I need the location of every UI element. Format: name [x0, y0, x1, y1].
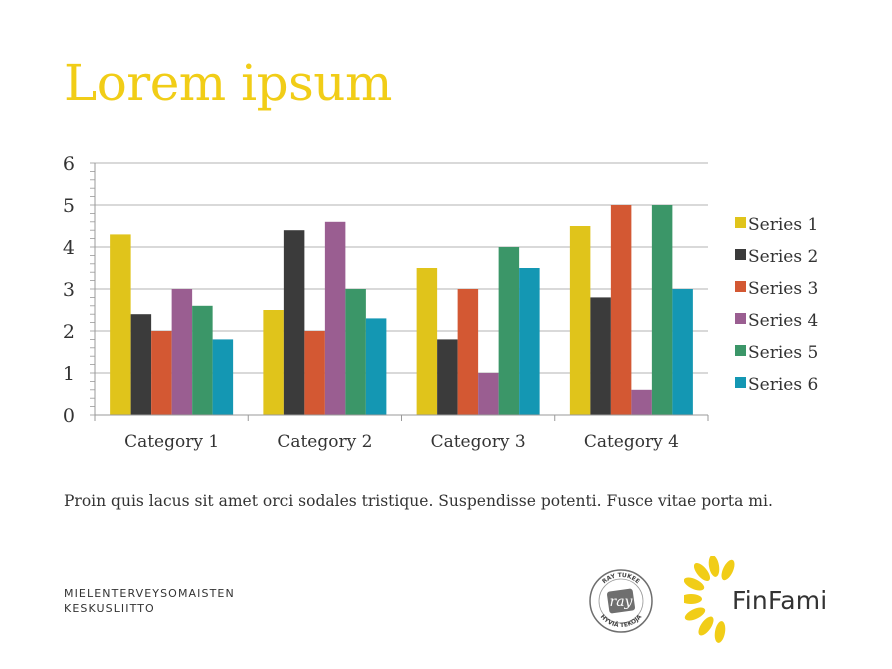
bar-series-6-category-1: [212, 339, 234, 415]
bar-series-3-category-3: [457, 289, 479, 415]
y-tick-label: 6: [63, 153, 75, 175]
y-tick-label: 3: [63, 279, 75, 301]
bar-series-4-category-1: [171, 289, 193, 415]
legend-label: Series 4: [748, 311, 818, 331]
legend-label: Series 2: [748, 247, 818, 267]
bar-chart: 0 1 2 3 4 5 6 Category 1 Category 2 Category 3 Cat…: [63, 153, 818, 452]
org-name-line-2: KESKUSLIITTO: [64, 602, 155, 615]
bar-series-3-category-1: [151, 331, 172, 415]
bar-series-4-category-3: [478, 373, 499, 415]
body-text: Proin quis lacus sit amet orci sodales t…: [64, 492, 773, 510]
legend-swatch: [735, 281, 746, 292]
bar-series-2-category-1: [130, 314, 152, 415]
x-category-label: Category 3: [431, 432, 526, 452]
x-category-label: Category 1: [124, 432, 219, 452]
bar-series-4-category-2: [324, 221, 346, 415]
legend-label: Series 6: [748, 375, 818, 395]
bar-series-4-category-4: [631, 389, 652, 415]
legend-swatch: [735, 249, 746, 260]
organization-name: MIELENTERVEYSOMAISTEN KESKUSLIITTO: [64, 586, 235, 616]
bar-series-1-category-3: [416, 268, 438, 415]
bar-series-5-category-1: [192, 305, 213, 415]
bar-series-3-category-2: [304, 331, 325, 415]
bar-series-6-category-2: [365, 318, 387, 415]
ray-logo-center-text: ray: [610, 594, 634, 610]
bar-series-5-category-3: [498, 247, 520, 415]
y-tick-label: 5: [63, 195, 75, 217]
legend-label: Series 1: [748, 215, 818, 235]
bar-series-2-category-2: [283, 230, 305, 415]
bar-series-5-category-4: [651, 205, 673, 415]
x-category-label: Category 4: [584, 432, 679, 452]
org-name-line-1: MIELENTERVEYSOMAISTEN: [64, 587, 235, 600]
y-tick-label: 4: [63, 237, 75, 259]
bar-series-5-category-2: [345, 289, 366, 415]
legend-swatch: [735, 377, 746, 388]
finfami-brand-name: FinFami: [732, 586, 828, 615]
y-tick-label: 0: [63, 405, 75, 427]
legend-label: Series 5: [748, 343, 818, 363]
axes: 0 1 2 3 4 5 6 Category 1 Category 2 Category 3 Cat…: [63, 153, 709, 452]
bar-series-1-category-1: [110, 234, 131, 415]
ray-logo: RAY TUKEE HYVIÄ TEKOJA ray: [589, 569, 653, 633]
bars: [110, 205, 693, 415]
bar-series-2-category-3: [437, 339, 458, 415]
bar-series-3-category-4: [610, 205, 632, 415]
y-tick-label: 2: [63, 321, 75, 343]
legend-label: Series 3: [748, 279, 818, 299]
legend-swatch: [735, 345, 746, 356]
bar-series-1-category-4: [569, 226, 591, 415]
bar-series-1-category-2: [263, 310, 284, 415]
y-tick-label: 1: [63, 363, 75, 385]
bar-series-6-category-4: [672, 289, 693, 415]
finfami-sun-icon: [684, 556, 735, 643]
page-title: Lorem ipsum: [64, 54, 392, 112]
legend-swatch: [735, 217, 746, 228]
legend: Series 1 Series 2 Series 3 Series 4 Series 5…: [735, 215, 818, 395]
x-category-label: Category 2: [277, 432, 372, 452]
bar-series-2-category-4: [590, 297, 611, 415]
legend-swatch: [735, 313, 746, 324]
bar-series-6-category-3: [519, 268, 540, 415]
